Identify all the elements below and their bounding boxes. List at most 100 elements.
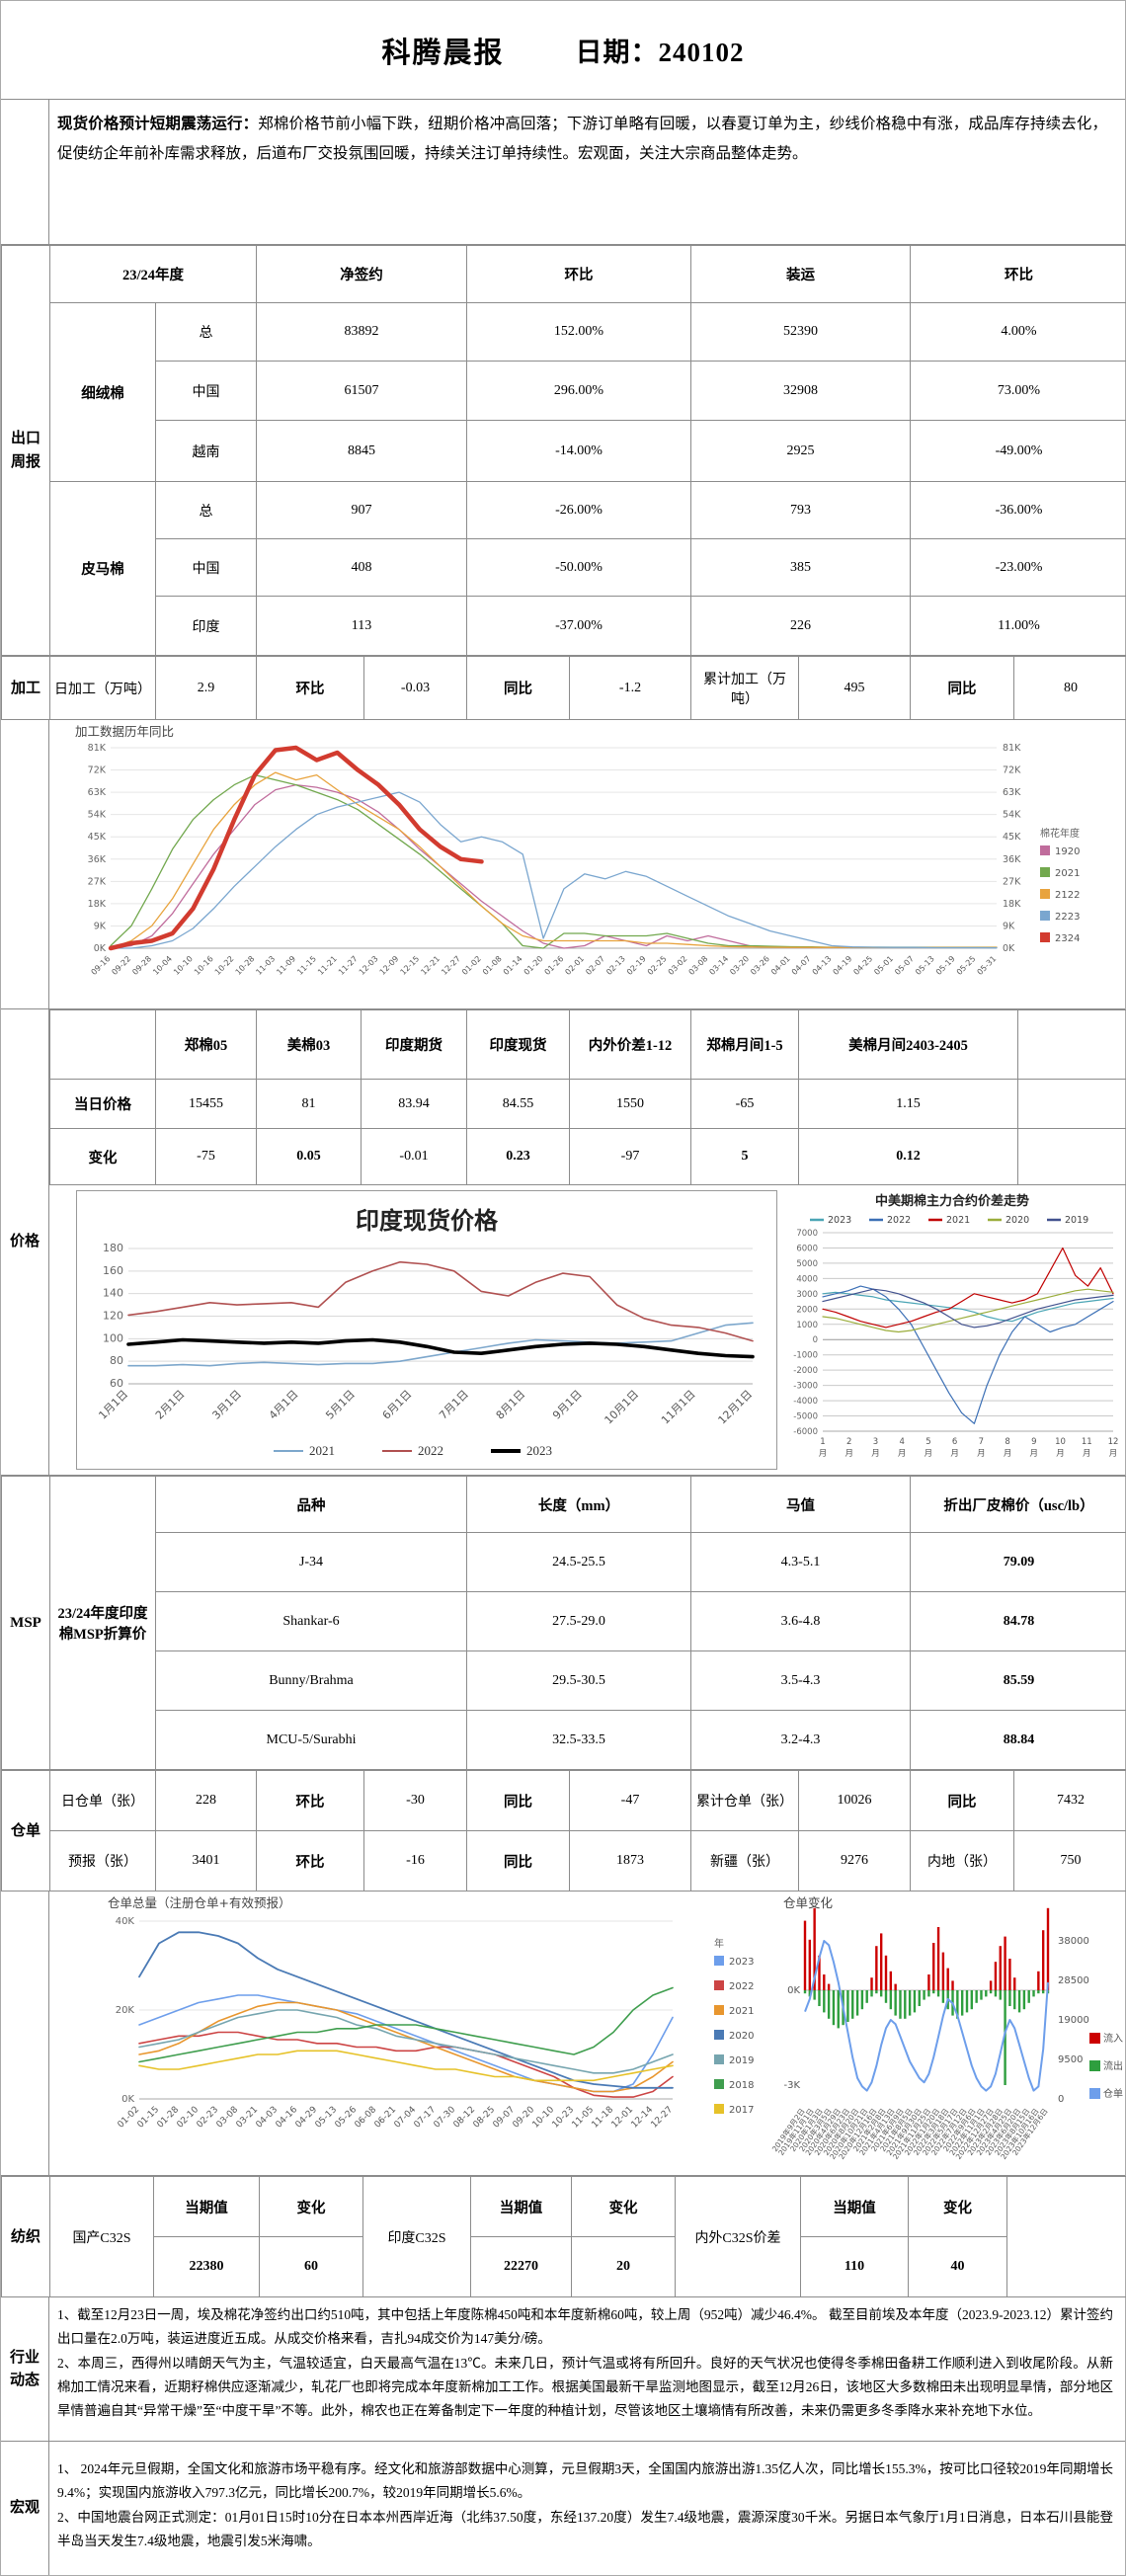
svg-text:11-15: 11-15	[295, 954, 318, 977]
svg-text:03-26: 03-26	[749, 954, 771, 977]
cell: 408	[257, 539, 467, 597]
cell: -23.00%	[911, 539, 1126, 597]
svg-text:05-31: 05-31	[976, 954, 999, 977]
cell: 0.12	[799, 1129, 1018, 1185]
svg-text:12-27: 12-27	[650, 2105, 676, 2131]
section-label-price: 价格	[1, 1009, 49, 1475]
svg-text:2017: 2017	[729, 2105, 754, 2116]
svg-text:05-25: 05-25	[955, 954, 978, 977]
cell: -50.00%	[467, 539, 691, 597]
cell: 4.00%	[911, 303, 1126, 362]
col-header: 环比	[911, 246, 1126, 303]
svg-text:03-08: 03-08	[687, 954, 710, 977]
svg-text:月: 月	[819, 1449, 828, 1459]
svg-text:04-25: 04-25	[851, 954, 874, 977]
svg-text:9K: 9K	[94, 921, 107, 931]
cell: -30	[364, 1771, 467, 1831]
cell: 296.00%	[467, 362, 691, 421]
cell: 3.2-4.3	[691, 1711, 911, 1770]
msp-group-label: 23/24年度印度棉MSP折算价	[50, 1477, 156, 1770]
svg-text:120: 120	[103, 1310, 123, 1323]
row-label: 变化	[50, 1129, 156, 1185]
page-title: 科腾晨报	[381, 30, 504, 71]
group-label: 内外C32S价差	[676, 2177, 801, 2297]
cell: Bunny/Brahma	[156, 1651, 467, 1711]
cell: 60	[260, 2237, 363, 2297]
svg-text:03-20: 03-20	[728, 954, 751, 977]
svg-text:01-02: 01-02	[117, 2105, 142, 2131]
svg-text:2019: 2019	[729, 2055, 754, 2066]
svg-text:12-15: 12-15	[399, 954, 422, 977]
svg-text:月: 月	[925, 1449, 933, 1459]
cell: -0.01	[362, 1129, 467, 1185]
report-date: 日期：240102	[576, 31, 745, 69]
svg-text:01-26: 01-26	[543, 954, 566, 977]
svg-text:-4000: -4000	[793, 1397, 818, 1407]
cell: 15455	[156, 1080, 257, 1129]
warehouse-table: 仓单 日仓单（张） 228 环比 -30 同比 -47 累计仓单（张） 1002…	[1, 1770, 1126, 1892]
svg-text:0K: 0K	[787, 1985, 800, 1996]
cell: 总	[156, 482, 257, 539]
svg-text:01-20: 01-20	[523, 954, 545, 977]
svg-text:流出: 流出	[1103, 2059, 1123, 2072]
macro-section: 宏观 1、 2024年元旦假期，全国文化和旅游市场平稳有序。经文化和旅游部数据中…	[1, 2442, 1125, 2575]
svg-text:08-25: 08-25	[472, 2105, 498, 2131]
report-header: 科腾晨报 日期：240102	[1, 1, 1125, 100]
cell	[50, 1010, 156, 1080]
svg-text:2022: 2022	[729, 1981, 754, 1992]
cell: 新疆（张）	[691, 1831, 799, 1892]
svg-text:2020: 2020	[1005, 1215, 1029, 1226]
svg-text:9: 9	[1031, 1437, 1036, 1447]
cell: 84.55	[467, 1080, 570, 1129]
svg-text:27K: 27K	[88, 876, 107, 887]
svg-text:4月1日: 4月1日	[267, 1388, 301, 1422]
svg-text:11-09: 11-09	[275, 954, 297, 977]
svg-text:06-21: 06-21	[373, 2105, 399, 2131]
col-header: 装运	[691, 246, 911, 303]
svg-text:2000: 2000	[796, 1305, 818, 1315]
svg-text:7月1日: 7月1日	[437, 1388, 471, 1422]
svg-text:7000: 7000	[796, 1229, 818, 1239]
cell: 变化	[909, 2177, 1007, 2237]
row-label: 当日价格	[50, 1080, 156, 1129]
svg-text:02-01: 02-01	[563, 954, 586, 977]
svg-text:2021: 2021	[309, 1443, 335, 1458]
svg-text:02-19: 02-19	[625, 954, 648, 977]
section-label-msp: MSP	[2, 1477, 50, 1770]
group-label: 细绒棉	[50, 303, 156, 482]
svg-text:180: 180	[103, 1242, 123, 1254]
cell: 1873	[570, 1831, 691, 1892]
svg-text:0K: 0K	[1003, 943, 1015, 954]
cell: 环比	[257, 1771, 364, 1831]
section-label-export: 出口周报	[2, 246, 50, 656]
cell: 84.78	[911, 1592, 1126, 1651]
svg-text:54K: 54K	[88, 810, 107, 821]
svg-text:2021: 2021	[729, 2006, 754, 2017]
svg-text:10月1日: 10月1日	[603, 1388, 642, 1427]
cell: 110	[801, 2237, 909, 2297]
cell: 152.00%	[467, 303, 691, 362]
svg-text:2018: 2018	[729, 2080, 754, 2091]
cell: 总	[156, 303, 257, 362]
svg-text:140: 140	[103, 1287, 123, 1300]
cell: 2925	[691, 421, 911, 482]
summary-lead: 现货价格预计短期震荡运行：	[57, 116, 258, 132]
cell: -49.00%	[911, 421, 1126, 482]
svg-text:18K: 18K	[88, 899, 107, 910]
cell: 1.15	[799, 1080, 1018, 1129]
svg-text:月: 月	[1109, 1449, 1118, 1459]
cell: 3.6-4.8	[691, 1592, 911, 1651]
svg-text:03-02: 03-02	[667, 954, 689, 977]
svg-text:11-27: 11-27	[337, 954, 360, 977]
col-header: 净签约	[257, 246, 467, 303]
cell: 8845	[257, 421, 467, 482]
svg-text:11-03: 11-03	[254, 954, 277, 977]
cell: 3401	[156, 1831, 257, 1892]
svg-text:6月1日: 6月1日	[380, 1388, 415, 1422]
svg-text:02-07: 02-07	[584, 954, 606, 977]
svg-text:月: 月	[1056, 1449, 1065, 1459]
textile-table: 纺织 国产C32S 当期值 变化 印度C32S 当期值 变化 内外C32S价差 …	[1, 2176, 1126, 2297]
svg-text:1920: 1920	[1055, 846, 1080, 857]
col-header: 郑棉月间1-5	[691, 1010, 799, 1080]
